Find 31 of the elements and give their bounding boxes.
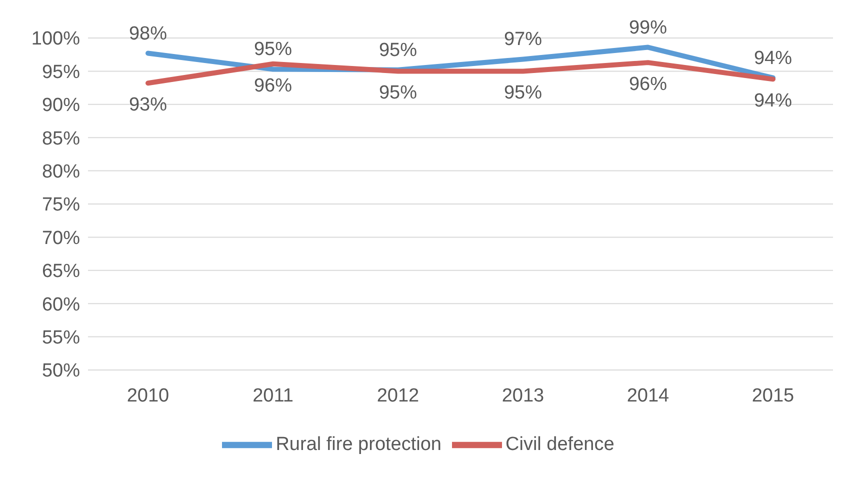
x-tick-label: 2011 [252, 385, 294, 406]
x-tick-label: 2010 [126, 385, 170, 406]
y-tick-label: 50% [42, 360, 80, 382]
data-label: 93% [128, 94, 168, 116]
x-tick-label: 2012 [376, 385, 420, 406]
legend-label: Rural fire protection [276, 434, 442, 456]
data-label: 97% [504, 29, 542, 50]
x-tick-label: 2014 [626, 385, 670, 406]
data-label: 96% [628, 74, 668, 96]
y-tick-label: 55% [42, 328, 80, 349]
y-tick-label: 85% [42, 128, 80, 150]
data-label: 95% [254, 39, 292, 60]
legend-label: Civil defence [506, 434, 614, 456]
x-tick-label: 2015 [752, 385, 794, 406]
data-label: 95% [504, 82, 542, 104]
data-label: 94% [754, 90, 792, 112]
y-tick-label: 100% [31, 28, 80, 50]
data-label: 95% [378, 40, 418, 61]
data-label: 95% [378, 82, 418, 104]
data-label: 98% [128, 23, 168, 44]
data-label: 96% [254, 75, 292, 96]
y-tick-label: 90% [42, 95, 80, 116]
y-tick-label: 65% [42, 261, 80, 282]
data-label: 99% [628, 17, 668, 38]
y-tick-label: 70% [42, 228, 80, 249]
data-label: 94% [754, 48, 792, 69]
y-tick-label: 80% [42, 162, 80, 183]
y-tick-label: 95% [42, 62, 80, 83]
y-tick-label: 75% [42, 194, 80, 216]
y-tick-label: 60% [42, 294, 80, 316]
x-tick-label: 2013 [502, 385, 544, 406]
